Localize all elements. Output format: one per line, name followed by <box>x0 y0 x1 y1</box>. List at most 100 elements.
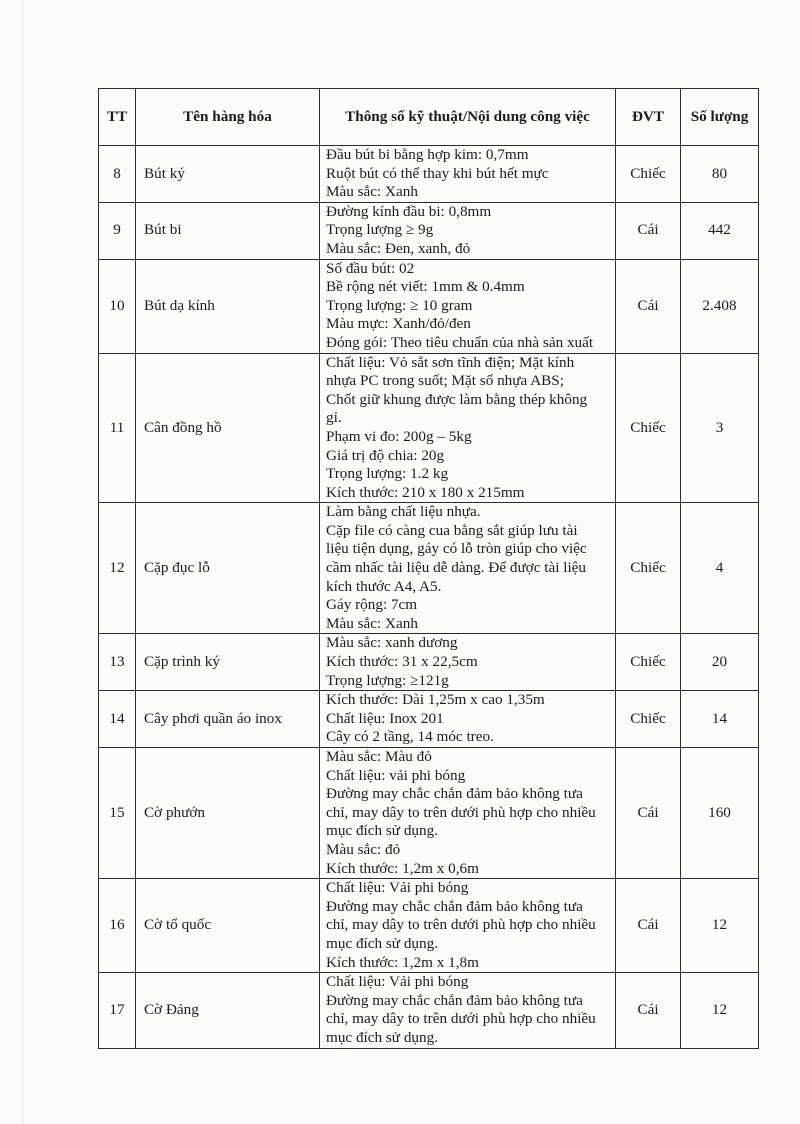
cell-spec: Chất liệu: Vải phi bóng Đường may chắc ch… <box>319 972 616 1049</box>
cell-unit: Cái <box>615 878 681 974</box>
spec-line: Kích thước: Dài 1,25m x cao 1,35m <box>326 691 545 709</box>
cell-unit: Cái <box>615 258 681 354</box>
spec-line: Đóng gói: Theo tiêu chuẩn của nhà sản xu… <box>326 333 594 351</box>
cell-unit: Chiếc <box>615 633 681 692</box>
cell-tt: 10 <box>98 258 136 354</box>
spec-line: mục đích sử dụng. <box>326 822 439 840</box>
cell-qty: 20 <box>680 633 759 692</box>
cell-tt: 11 <box>98 352 136 504</box>
cell-qty: 4 <box>680 502 759 635</box>
cell-spec: Chất liệu: Vỏ sắt sơn tĩnh điện; Mặt kín… <box>319 352 616 504</box>
goods-table: TT Tên hàng hóa Thông số kỹ thuật/Nội du… <box>98 88 759 1049</box>
table-row: 11 Cân đồng hồ Chất liệu: Vỏ sắt sơn tĩnh … <box>98 352 759 504</box>
spec-line: Số đầu bút: 02 <box>326 259 415 277</box>
spec-line: Màu sắc: đỏ <box>326 840 401 858</box>
cell-unit: Cái <box>615 972 681 1049</box>
table-row: 13 Cặp trình ký Màu sắc: xanh dương Kích th… <box>98 633 759 692</box>
cell-name: Bút dạ kính <box>135 258 320 354</box>
spec-line: Màu sắc: Xanh <box>326 183 418 201</box>
spec-line: Màu mực: Xanh/đỏ/đen <box>326 315 471 333</box>
spec-line: chỉ, may dây to trên dưới phù hợp cho nh… <box>326 916 596 934</box>
cell-tt: 8 <box>98 145 136 203</box>
spec-line: Cây có 2 tầng, 14 móc treo. <box>326 728 494 746</box>
spec-line: chỉ, may dây to trên dưới phù hợp cho nh… <box>326 1010 596 1028</box>
spec-line: Chất liệu: Inox 201 <box>326 709 444 727</box>
cell-spec: Đầu bút bi bằng hợp kim: 0,7mm Ruột bút c… <box>319 145 616 203</box>
spec-line: Chất liệu: Vải phi bóng <box>326 879 469 897</box>
cell-unit: Chiếc <box>615 352 681 504</box>
spec-line: Trọng lượng ≥ 9g <box>326 221 434 239</box>
cell-tt: 16 <box>98 878 136 974</box>
spec-line: liệu tiện dụng, gáy có lỗ tròn giúp cho … <box>326 540 587 558</box>
spec-line: Kích thước: 1,2m x 0,6m <box>326 859 479 877</box>
cell-tt: 14 <box>98 690 136 748</box>
cell-qty: 2.408 <box>680 258 759 354</box>
cell-tt: 13 <box>98 633 136 692</box>
cell-tt: 9 <box>98 201 136 260</box>
spec-line: Chất liệu: vải phi bóng <box>326 766 466 784</box>
spec-line: chỉ, may dây to trên dưới phù hợp cho nh… <box>326 803 596 821</box>
cell-unit: Chiếc <box>615 690 681 748</box>
spec-line: Đầu bút bi bằng hợp kim: 0,7mm <box>326 146 529 163</box>
cell-name: Cờ Đảng <box>135 972 320 1049</box>
spec-line: kích thước A4, A5. <box>326 577 442 595</box>
table-row: 9 Bút bi Đường kính đầu bi: 0,8mm Trọng lượ… <box>98 201 759 260</box>
spec-line: Màu sắc: Đen, xanh, đỏ <box>326 239 471 257</box>
spec-line: Màu sắc: xanh dương <box>326 634 458 652</box>
spec-line: Cặp file có càng cua bằng sắt giúp lưu t… <box>326 521 578 539</box>
spec-line: Chất liệu: Vải phi bóng <box>326 973 469 991</box>
spec-line: Trọng lượng: ≥121g <box>326 671 449 689</box>
table-row: 17 Cờ Đảng Chất liệu: Vải phi bóng Đường ma… <box>98 972 759 1049</box>
header-qty: Số lượng <box>680 88 759 146</box>
spec-line: Đường may chắc chắn đảm bảo không tưa <box>326 785 583 803</box>
header-name: Tên hàng hóa <box>135 88 320 146</box>
spec-line: Chốt giữ khung được làm bằng thép không <box>326 390 588 408</box>
spec-line: mục đích sử dụng. <box>326 1028 439 1046</box>
spec-line: Kích thước: 1,2m x 1,8m <box>326 953 479 971</box>
cell-qty: 442 <box>680 201 759 260</box>
cell-spec: Kích thước: Dài 1,25m x cao 1,35m Chất li… <box>319 690 616 748</box>
spec-line: Trọng lượng: 1.2 kg <box>326 465 449 483</box>
cell-name: Bút bi <box>135 201 320 260</box>
cell-spec: Chất liệu: Vải phi bóng Đường may chắc ch… <box>319 878 616 974</box>
header-unit: ĐVT <box>615 88 681 146</box>
table-row: 10 Bút dạ kính Số đầu bút: 02 Bề rộng nét v… <box>98 258 759 354</box>
spec-line: Kích thước: 210 x 180 x 215mm <box>326 483 525 501</box>
table-row: 15 Cờ phướn Màu sắc: Màu đỏ Chất liệu: vải … <box>98 746 759 880</box>
header-spec: Thông số kỹ thuật/Nội dung công việc <box>319 88 616 146</box>
spec-line: Ruột bút có thể thay khi bút hết mực <box>326 164 549 182</box>
table-row: 8 Bút ký Đầu bút bi bằng hợp kim: 0,7mm Ruộ… <box>98 145 759 203</box>
spec-line: gỉ. <box>326 409 342 427</box>
spec-line: Làm bằng chất liệu nhựa. <box>326 503 481 521</box>
page-edge <box>22 0 23 1124</box>
spec-line: Phạm vi đo: 200g – 5kg <box>326 427 472 445</box>
cell-name: Cờ tổ quốc <box>135 878 320 974</box>
spec-line: mục đích sử dụng. <box>326 934 439 952</box>
cell-unit: Cái <box>615 746 681 880</box>
cell-unit: Chiếc <box>615 145 681 203</box>
spec-line: Màu sắc: Xanh <box>326 614 418 632</box>
table-row: 14 Cây phơi quần áo inox Kích thước: Dài 1… <box>98 690 759 748</box>
cell-qty: 3 <box>680 352 759 504</box>
spec-line: Đường kính đầu bi: 0,8mm <box>326 202 492 220</box>
cell-spec: Đường kính đầu bi: 0,8mm Trọng lượng ≥ 9g… <box>319 201 616 260</box>
table-row: 16 Cờ tổ quốc Chất liệu: Vải phi bóng Đường… <box>98 878 759 974</box>
spec-line: Giá trị độ chia: 20g <box>326 446 445 464</box>
cell-name: Cặp đục lỗ <box>135 502 320 635</box>
cell-unit: Cái <box>615 201 681 260</box>
cell-tt: 17 <box>98 972 136 1049</box>
cell-spec: Màu sắc: xanh dương Kích thước: 31 x 22,5… <box>319 633 616 692</box>
spec-line: Gáy rộng: 7cm <box>326 596 418 614</box>
spec-line: cầm nhấc tài liệu dễ dàng. Để được tài l… <box>326 559 587 577</box>
spec-line: Đường may chắc chắn đảm bảo không tưa <box>326 991 583 1009</box>
header-row: TT Tên hàng hóa Thông số kỹ thuật/Nội du… <box>98 88 759 146</box>
cell-spec: Màu sắc: Màu đỏ Chất liệu: vải phi bóng Đư… <box>319 746 616 880</box>
cell-name: Cân đồng hồ <box>135 352 320 504</box>
header-tt: TT <box>98 88 136 146</box>
spec-line: Kích thước: 31 x 22,5cm <box>326 653 478 671</box>
cell-unit: Chiếc <box>615 502 681 635</box>
cell-tt: 15 <box>98 746 136 880</box>
spec-line: Bề rộng nét viết: 1mm & 0.4mm <box>326 278 525 296</box>
cell-qty: 14 <box>680 690 759 748</box>
cell-name: Cây phơi quần áo inox <box>135 690 320 748</box>
